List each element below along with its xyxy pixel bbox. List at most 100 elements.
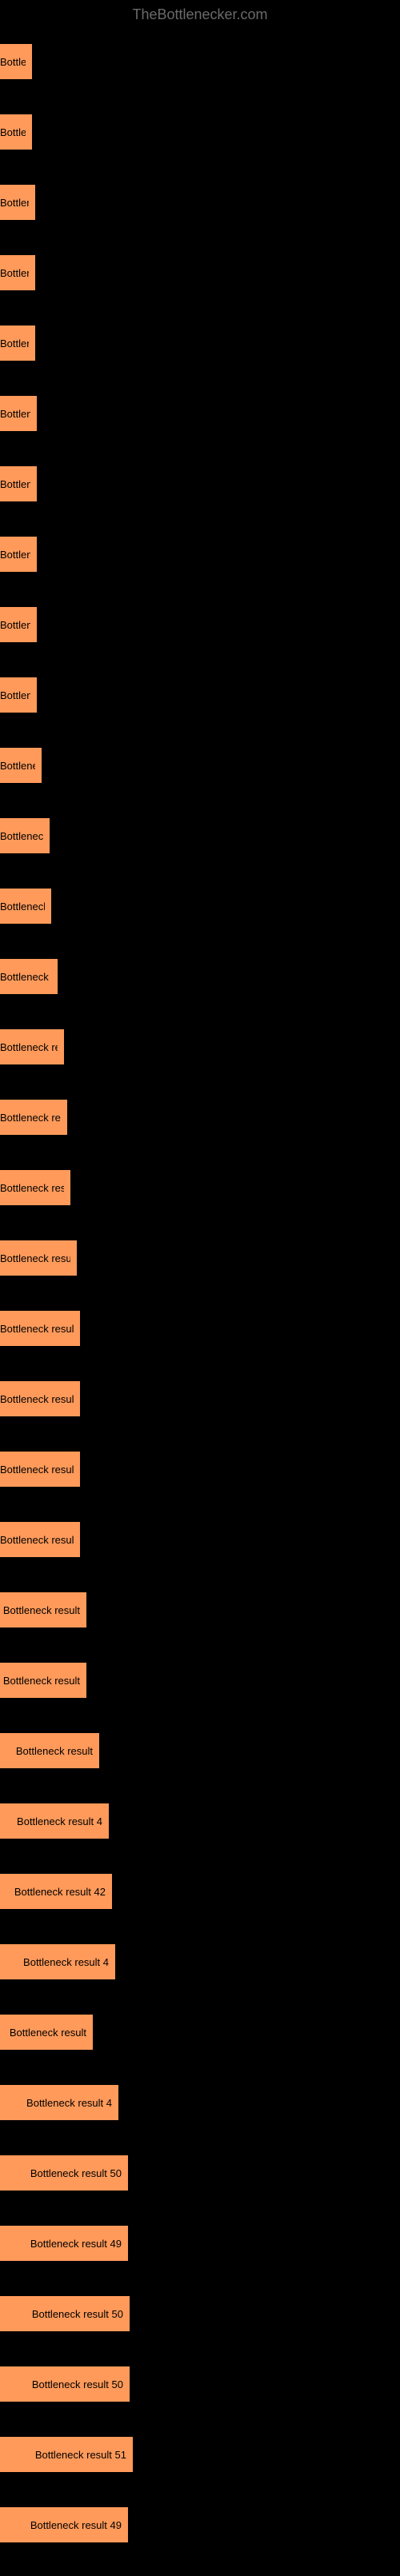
bar-row: Bottleneck result 49 xyxy=(0,2490,400,2560)
bar: Bottlenec xyxy=(0,255,35,290)
bar-row: Bottleneck result 50 xyxy=(0,2138,400,2208)
bar-row: Bottleneck result xyxy=(0,1575,400,1645)
bar-row: Bottleneck re xyxy=(0,871,400,941)
bar-label: Bottleneck result 4 xyxy=(26,2097,112,2109)
bar-row: Bottlenec xyxy=(0,238,400,308)
bar-row: Bottleneck result 4 xyxy=(0,1927,400,1997)
bar-row: Bottlenec xyxy=(0,378,400,449)
bar-label: Bottleneck result 50 xyxy=(30,2167,122,2179)
bar: Bottleneck result xyxy=(0,1240,77,1276)
bar-row: Bottlenec xyxy=(0,519,400,589)
bar: Bottlenec xyxy=(0,537,37,572)
bar-label: Bottlenec xyxy=(0,478,30,490)
bar-label: Bottleneck result 49 xyxy=(30,2238,122,2250)
bar-row: Bottlene xyxy=(0,97,400,167)
bar-row: Bottleneck result xyxy=(0,1012,400,1082)
bar: Bottleneck result 49 xyxy=(0,2226,128,2261)
bar-row: Bottlenec xyxy=(0,167,400,238)
bar: Bottleneck result 50 xyxy=(0,2296,130,2331)
bar-label: Bottleneck result 50 xyxy=(32,2378,123,2390)
bar-label: Bottlenec xyxy=(0,549,30,561)
bar: Bottlenec xyxy=(0,677,37,713)
bar: Bottleneck result xyxy=(0,1522,80,1557)
bar-label: Bottleneck result 51 xyxy=(35,2449,126,2461)
bar-row: Bottleneck result xyxy=(0,1152,400,1223)
bar-row: Bottleneck result xyxy=(0,1223,400,1293)
bar-row: Bottleneck result xyxy=(0,1082,400,1152)
bar-row: Bottleneck result 4 xyxy=(0,2067,400,2138)
bar: Bottleneck result xyxy=(0,2015,93,2050)
bar: Bottlene xyxy=(0,114,32,150)
bar: Bottlenec xyxy=(0,325,35,361)
bar-label: Bottleneck result xyxy=(0,1534,74,1546)
bar: Bottleneck re xyxy=(0,959,58,994)
bottleneck-bar-chart: Bottlene Bottlene Bottlenec Bottlenec Bottle… xyxy=(0,26,400,2576)
bar: Bottleneck result 49 xyxy=(0,2507,128,2542)
bar-label: Bottleneck result 4 xyxy=(17,1815,102,1827)
bar-label: Bottleneck re xyxy=(0,901,45,913)
bar: Bottleneck result xyxy=(0,1170,70,1205)
bar: Bottleneck result xyxy=(0,1100,67,1135)
site-title: TheBottlenecker.com xyxy=(132,6,267,22)
bar: Bottleneck result xyxy=(0,1663,86,1698)
bar-label: Bottlenec xyxy=(0,267,29,279)
bar-row: Bottlenec xyxy=(0,449,400,519)
bar-label: Bottleneck result 50 xyxy=(32,2308,123,2320)
bar: Bottleneck result 42 xyxy=(0,1874,112,1909)
bar-label: Bottleneck result xyxy=(0,1041,58,1053)
bar-label: Bottleneck result xyxy=(0,1252,70,1264)
bar: Bottlenec xyxy=(0,466,37,501)
bar-row: Bottleneck result xyxy=(0,1504,400,1575)
bar: Bottleneck result 50 xyxy=(0,2366,130,2402)
bar-row: Bottleneck result 50 xyxy=(0,2349,400,2419)
bar: Bottleneck result xyxy=(0,1452,80,1487)
bar-label: Bottleneck result 42 xyxy=(14,1886,106,1898)
bar-row: Bottleneck result 51 xyxy=(0,2419,400,2490)
bar-label: Bottlenec xyxy=(0,619,30,631)
bar-label: Bottleneck result xyxy=(10,2027,86,2039)
bar-label: Bottleneck result xyxy=(0,1323,74,1335)
bar: Bottleneck re xyxy=(0,818,50,853)
bar-label: Bottlenec xyxy=(0,337,29,349)
bar-label: Bottleneck result 4 xyxy=(23,1956,109,1968)
bar: Bottleneck result xyxy=(0,1381,80,1416)
bar-label: Bottlene xyxy=(0,56,26,68)
bar: Bottleneck result 4 xyxy=(0,2085,118,2120)
bar-label: Bottlene xyxy=(0,126,26,138)
bar-label: Bottleneck re xyxy=(0,830,43,842)
page-header: TheBottlenecker.com xyxy=(0,0,400,26)
bar-row: Bottlenec xyxy=(0,308,400,378)
bar-label: Bottleneck result xyxy=(3,1604,80,1616)
bar-row: Bottleneck xyxy=(0,730,400,801)
bar-label: Bottlenec xyxy=(0,689,30,701)
bar: Bottleneck re xyxy=(0,889,51,924)
bar-row: Bottleneck result 42 xyxy=(0,1856,400,1927)
bar-label: Bottleneck result xyxy=(0,1393,74,1405)
bar-label: Bottleneck result xyxy=(3,1675,80,1687)
bar: Bottlenec xyxy=(0,396,37,431)
bar: Bottleneck result 51 xyxy=(0,2437,133,2472)
bar-label: Bottlenec xyxy=(0,197,29,209)
bar: Bottleneck result 4 xyxy=(0,1803,109,1839)
bar-label: Bottleneck result xyxy=(0,1112,61,1124)
bar: Bottlenec xyxy=(0,607,37,642)
bar-label: Bottleneck result xyxy=(0,1182,64,1194)
bar: Bottlenec xyxy=(0,185,35,220)
bar-row: Bottleneck result xyxy=(0,1293,400,1364)
bar-row: Bottleneck re xyxy=(0,801,400,871)
bar-row: Bottleneck result 49 xyxy=(0,2208,400,2278)
bar-row: Bottleneck result xyxy=(0,1434,400,1504)
bar-row: Bottlene xyxy=(0,26,400,97)
bar-row: Bottleneck result 4 xyxy=(0,1786,400,1856)
bar: Bottleneck xyxy=(0,748,42,783)
bar-label: Bottleneck re xyxy=(0,971,51,983)
bar: Bottleneck result 50 xyxy=(0,2155,128,2191)
bar-row: Bottleneck result xyxy=(0,1997,400,2067)
bar: Bottleneck result 4 xyxy=(0,1944,115,1979)
bar-row: Bottleneck result xyxy=(0,1645,400,1715)
bar-label: Bottleneck result xyxy=(16,1745,93,1757)
bar: Bottlene xyxy=(0,44,32,79)
bar: Bottleneck result xyxy=(0,1029,64,1064)
bar-label: Bottleneck result 49 xyxy=(30,2519,122,2531)
bar-row: Bottleneck result xyxy=(0,1715,400,1786)
